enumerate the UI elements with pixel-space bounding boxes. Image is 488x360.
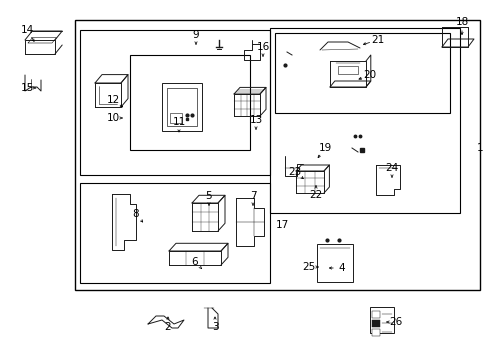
Text: 15: 15 [20,83,34,93]
Text: 24: 24 [385,163,398,173]
Text: 12: 12 [106,95,120,105]
Text: 16: 16 [256,42,269,52]
Bar [167,88,197,126]
Bar [162,83,202,131]
Bar [371,311,379,318]
Text: 13: 13 [249,115,262,125]
Text: 11: 11 [172,117,185,127]
Text: 6: 6 [191,257,198,267]
Bar [316,244,352,282]
Bar [130,55,249,150]
Text: 8: 8 [132,209,139,219]
Text: 3: 3 [211,322,218,332]
Text: 4: 4 [338,263,345,273]
Bar [337,66,357,74]
Text: 26: 26 [388,317,402,327]
Text: 18: 18 [454,17,468,27]
Bar [75,20,479,290]
Text: 19: 19 [318,143,331,153]
Text: 2: 2 [164,322,171,332]
Text: 9: 9 [192,30,199,40]
Bar [269,28,459,213]
Text: 10: 10 [106,113,120,123]
Text: 1: 1 [476,143,482,153]
Text: 21: 21 [370,35,384,45]
Text: 14: 14 [20,25,34,35]
Text: 23: 23 [288,167,301,177]
Text: 17: 17 [275,220,288,230]
Bar [371,329,379,336]
Text: 20: 20 [363,70,376,80]
Text: 25: 25 [302,262,315,272]
Bar [369,307,393,333]
Bar [170,113,182,123]
Bar [274,33,449,113]
Text: 7: 7 [249,191,256,201]
Bar [80,30,269,175]
Text: 22: 22 [309,190,322,200]
Bar [371,320,379,327]
Bar [80,183,269,283]
Text: 5: 5 [205,191,212,201]
